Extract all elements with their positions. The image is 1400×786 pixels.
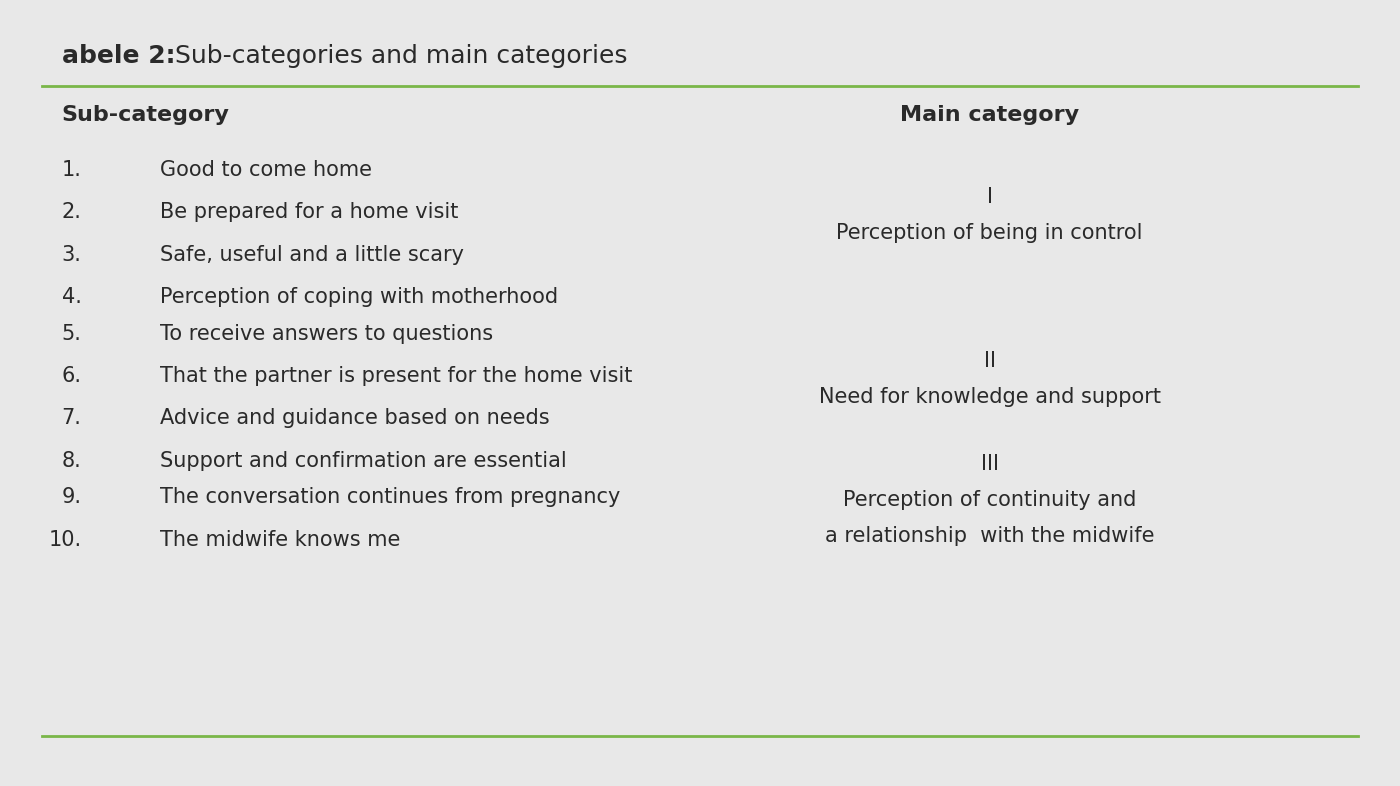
Text: I: I	[987, 187, 993, 208]
Text: Perception of continuity and: Perception of continuity and	[843, 490, 1137, 510]
Text: Be prepared for a home visit: Be prepared for a home visit	[161, 202, 459, 222]
Text: Advice and guidance based on needs: Advice and guidance based on needs	[161, 408, 550, 428]
Text: Safe, useful and a little scary: Safe, useful and a little scary	[161, 244, 465, 265]
Text: 7.: 7.	[62, 408, 81, 428]
Text: 3.: 3.	[62, 244, 81, 265]
Text: abele 2:: abele 2:	[62, 45, 175, 68]
Text: Perception of coping with motherhood: Perception of coping with motherhood	[161, 287, 559, 307]
Text: a relationship  with the midwife: a relationship with the midwife	[825, 527, 1154, 546]
Text: 1.: 1.	[62, 160, 81, 180]
Text: 9.: 9.	[62, 487, 81, 507]
Text: Sub-category: Sub-category	[62, 105, 230, 125]
Text: Main category: Main category	[900, 105, 1079, 125]
Text: Need for knowledge and support: Need for knowledge and support	[819, 387, 1161, 407]
Text: 10.: 10.	[49, 530, 81, 549]
Text: 8.: 8.	[62, 450, 81, 471]
Text: II: II	[984, 351, 995, 371]
Text: III: III	[980, 454, 998, 475]
Text: Sub-categories and main categories: Sub-categories and main categories	[167, 45, 627, 68]
Text: 6.: 6.	[62, 366, 81, 386]
Text: 5.: 5.	[62, 324, 81, 343]
Text: Perception of being in control: Perception of being in control	[836, 223, 1142, 244]
Text: 4.: 4.	[62, 287, 81, 307]
Text: The midwife knows me: The midwife knows me	[161, 530, 400, 549]
Text: Support and confirmation are essential: Support and confirmation are essential	[161, 450, 567, 471]
Text: Good to come home: Good to come home	[161, 160, 372, 180]
Text: 2.: 2.	[62, 202, 81, 222]
Text: To receive answers to questions: To receive answers to questions	[161, 324, 494, 343]
Text: The conversation continues from pregnancy: The conversation continues from pregnanc…	[161, 487, 620, 507]
Text: That the partner is present for the home visit: That the partner is present for the home…	[161, 366, 633, 386]
